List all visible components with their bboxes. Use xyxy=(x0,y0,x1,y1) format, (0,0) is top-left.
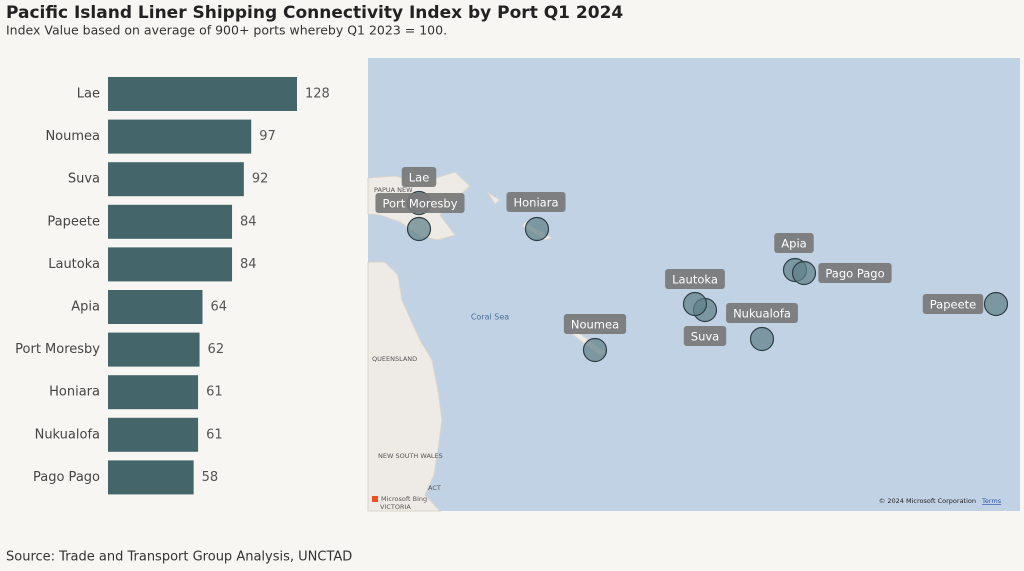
port-label: Pago Pago xyxy=(825,267,884,281)
port-label-box xyxy=(726,303,798,323)
value-label: 64 xyxy=(211,300,228,315)
port-label: Papeete xyxy=(930,298,977,312)
bar xyxy=(108,460,194,495)
bar xyxy=(108,247,233,282)
port-label-box xyxy=(375,193,465,213)
port-label: Noumea xyxy=(571,318,619,332)
value-label: 84 xyxy=(240,214,257,229)
category-label: Suva xyxy=(68,172,100,187)
map-place-label: PAPUA NEW xyxy=(374,186,413,194)
category-label: Nukualofa xyxy=(35,427,100,442)
category-label: Lautoka xyxy=(48,257,100,272)
value-label: 61 xyxy=(206,427,223,442)
port-label-box xyxy=(665,269,725,289)
port-bubble xyxy=(406,216,432,242)
port-bubble xyxy=(983,291,1009,317)
port-bubble xyxy=(524,216,550,242)
map-place-label: QUEENSLAND xyxy=(372,355,417,363)
map-attribution: © 2024 Microsoft Corporation xyxy=(879,497,976,505)
port-label-box xyxy=(774,233,814,253)
port-bubble xyxy=(582,337,608,363)
port-bubble xyxy=(791,260,817,286)
chart-title: Pacific Island Liner Shipping Connectivi… xyxy=(6,3,623,23)
source-note: Source: Trade and Transport Group Analys… xyxy=(6,550,352,565)
bar xyxy=(108,332,200,367)
bar xyxy=(108,119,252,154)
port-label: Suva xyxy=(691,330,719,344)
map-place-label: Coral Sea xyxy=(471,313,509,322)
category-label: Lae xyxy=(77,87,100,102)
bar xyxy=(108,375,199,410)
category-label: Honiara xyxy=(49,385,100,400)
port-label: Nukualofa xyxy=(733,307,791,321)
port-bubble xyxy=(749,326,775,352)
value-label: 128 xyxy=(305,87,330,102)
port-label-box xyxy=(563,314,627,334)
port-label-box xyxy=(401,167,437,187)
value-label: 97 xyxy=(259,129,276,144)
value-label: 62 xyxy=(208,342,225,357)
port-label-box xyxy=(818,263,892,283)
category-label: Pago Pago xyxy=(33,470,100,485)
bar xyxy=(108,290,203,324)
map-markers: Lae Noumea Suva Papeete Lautoka Apia Port More… xyxy=(375,167,1009,363)
port-bubble xyxy=(682,291,708,317)
value-label: 84 xyxy=(240,257,257,272)
bar xyxy=(108,204,233,239)
map-place-label: ACT xyxy=(428,484,441,492)
value-label: 92 xyxy=(252,172,269,187)
port-label: Lautoka xyxy=(672,273,718,287)
value-label: 61 xyxy=(206,385,223,400)
bar xyxy=(108,417,199,452)
port-label: Honiara xyxy=(514,196,559,210)
category-label: Apia xyxy=(71,300,100,315)
port-label-box xyxy=(683,326,727,346)
category-label: Noumea xyxy=(45,129,100,144)
port-label: Port Moresby xyxy=(382,197,457,211)
category-label: Papeete xyxy=(47,214,100,229)
port-label: Lae xyxy=(409,171,430,185)
port-label-box xyxy=(506,192,566,212)
map-terms[interactable]: Terms xyxy=(981,497,1002,505)
bar xyxy=(108,162,244,197)
port-label-box xyxy=(922,294,984,314)
map-place-label: VICTORIA xyxy=(380,503,411,511)
bing-label: Microsoft Bing xyxy=(381,495,427,503)
bar xyxy=(108,77,297,111)
bing-logo xyxy=(372,496,378,502)
chart-subtitle: Index Value based on average of 900+ por… xyxy=(6,23,447,38)
value-label: 58 xyxy=(202,470,219,485)
port-label: Apia xyxy=(781,237,806,251)
map-place-label: NEW SOUTH WALES xyxy=(378,452,443,460)
map-land xyxy=(367,261,443,512)
category-label: Port Moresby xyxy=(15,342,100,357)
